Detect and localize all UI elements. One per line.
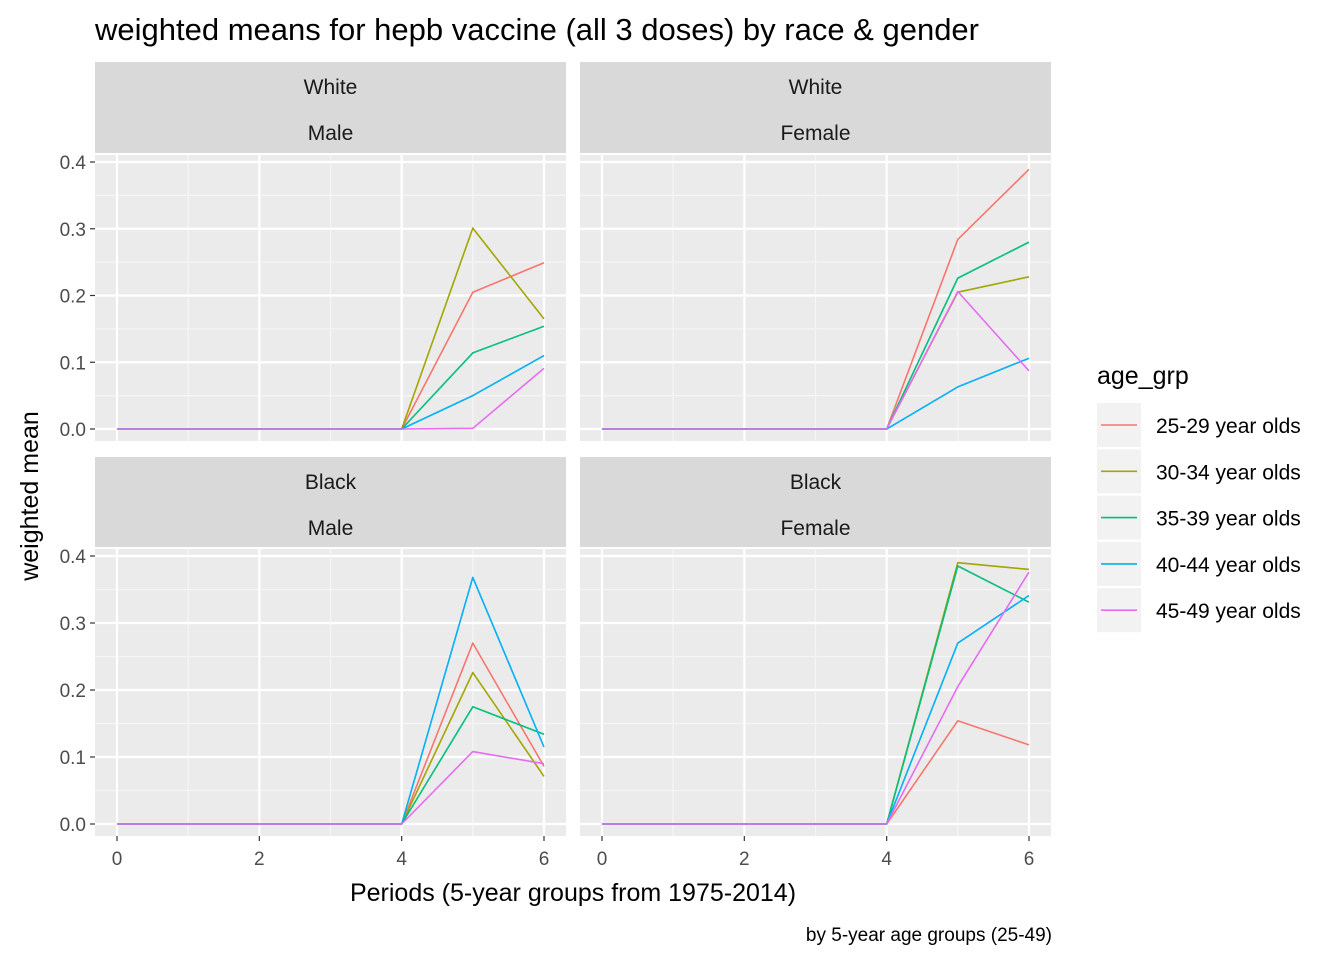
x-tick-label: 4 [881,849,892,870]
y-tick-label: 0.2 [60,287,86,308]
series-line [602,290,1030,430]
strip-label-race: White [304,76,358,99]
strip-label-race: Black [305,471,357,494]
facet-strip [95,62,566,153]
chart-caption: by 5-year age groups (25-49) [806,925,1052,946]
legend: age_grp 25-29 year olds 30-34 year olds 35… [1097,362,1301,633]
y-tick-label: 0.3 [60,220,86,241]
facet-strip [580,457,1051,547]
strip-label-gender: Male [308,122,354,145]
strip-label-gender: Male [308,517,354,540]
series-line [117,367,545,430]
x-tick-label: 6 [539,849,550,870]
legend-label: 25-29 year olds [1156,415,1301,438]
legend-label: 30-34 year olds [1156,461,1301,484]
facet-strip [580,62,1051,153]
x-tick-label: 0 [112,849,123,870]
legend-label: 40-44 year olds [1156,554,1301,577]
y-tick-label: 0.2 [60,681,86,702]
legend-title: age_grp [1097,362,1189,390]
x-tick-label: 2 [739,849,750,870]
y-tick-label: 0.0 [60,420,86,441]
x-tick-label: 4 [396,849,407,870]
series-line [117,750,545,825]
y-tick-label: 0.4 [60,547,87,568]
legend-label: 45-49 year olds [1156,600,1301,623]
x-tick-label: 0 [597,849,608,870]
legend-label: 35-39 year olds [1156,508,1301,531]
chart-title: weighted means for hepb vaccine (all 3 d… [94,12,979,47]
facet-strip [95,457,566,547]
x-axis-title: Periods (5-year groups from 1975-2014) [350,879,796,907]
strip-label-gender: Female [780,122,850,145]
y-tick-label: 0.4 [60,153,87,174]
y-tick-label: 0.0 [60,815,86,836]
y-axis-title: weighted mean [16,411,44,582]
strip-label-race: Black [790,471,842,494]
x-tick-label: 6 [1024,849,1035,870]
strip-label-gender: Female [780,517,850,540]
y-tick-label: 0.3 [60,614,86,635]
x-tick-label: 2 [254,849,265,870]
y-tick-label: 0.1 [60,748,86,769]
series-line [602,571,1030,825]
strip-label-race: White [789,76,843,99]
facet-panels: White Male 0.0 0.1 0.2 0.3 0.4 White Female Black… [60,62,1051,870]
y-tick-label: 0.1 [60,353,86,374]
